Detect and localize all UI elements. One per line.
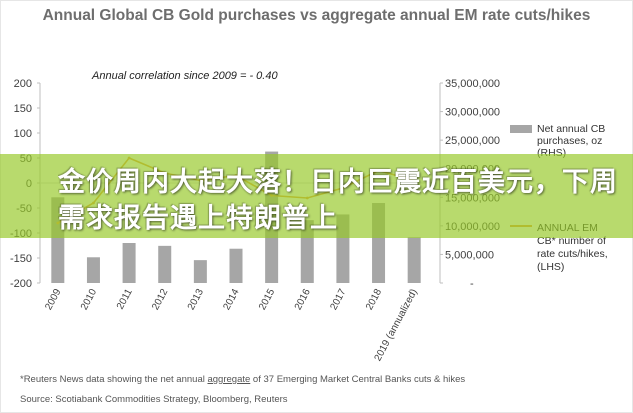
- category-label: 2014: [221, 287, 241, 312]
- legend-label-bar: purchases, oz: [537, 135, 602, 147]
- left-axis-tick-label: -200: [10, 278, 32, 290]
- bar-cb-purchases: [86, 257, 100, 283]
- footnote-post: of 37 Emerging Market Central Banks cuts…: [250, 374, 466, 385]
- footnote-underlined: aggregate: [207, 374, 251, 385]
- bar-cb-purchases: [122, 243, 136, 283]
- chart-title: Annual Global CB Gold purchases vs aggre…: [42, 7, 591, 24]
- category-label: 2018: [364, 287, 384, 312]
- bar-cb-purchases: [193, 260, 207, 283]
- correlation-annotation: Annual correlation since 2009 = - 0.40: [91, 70, 278, 82]
- footnote-pre: *Reuters News data showing the net annua…: [20, 374, 208, 385]
- category-label: 2013: [186, 287, 206, 312]
- legend-label-line: CB* number of: [537, 235, 606, 247]
- headline-text: 金价周内大起大落！日内巨震近百美元，下周需求报告遇上特朗普上: [58, 167, 618, 234]
- legend-swatch-bar: [510, 125, 532, 133]
- category-label: 2010: [79, 287, 99, 312]
- right-axis-tick-label: -: [470, 278, 474, 290]
- left-axis-tick-label: -150: [10, 253, 32, 265]
- bar-cb-purchases: [158, 245, 172, 283]
- bar-cb-purchases: [229, 248, 243, 283]
- right-axis-tick-label: 35,000,000: [445, 78, 500, 90]
- headline-banner: [0, 154, 633, 238]
- right-axis-tick-label: 30,000,000: [445, 107, 500, 119]
- category-label: 2016: [293, 287, 313, 312]
- bar-cb-purchases: [407, 237, 421, 283]
- right-axis-tick-label: 25,000,000: [445, 135, 500, 147]
- category-label: 2015: [257, 287, 277, 312]
- category-label: 2017: [328, 287, 348, 312]
- category-label: 2009: [43, 287, 63, 312]
- category-label: 2011: [115, 287, 135, 312]
- legend-label-line: rate cuts/hikes,: [537, 248, 608, 260]
- left-axis-tick-label: 200: [14, 78, 32, 90]
- legend-label-bar: Net annual CB: [537, 123, 605, 135]
- right-axis-tick-label: 5,000,000: [445, 249, 494, 261]
- left-axis-tick-label: 100: [14, 128, 32, 140]
- footnote: *Reuters News data showing the net annua…: [20, 374, 465, 385]
- source-note: Source: Scotiabank Commodities Strategy,…: [20, 394, 288, 405]
- category-label: 2012: [150, 287, 170, 312]
- legend-label-line: (LHS): [537, 261, 564, 273]
- left-axis-tick-label: 150: [14, 103, 32, 115]
